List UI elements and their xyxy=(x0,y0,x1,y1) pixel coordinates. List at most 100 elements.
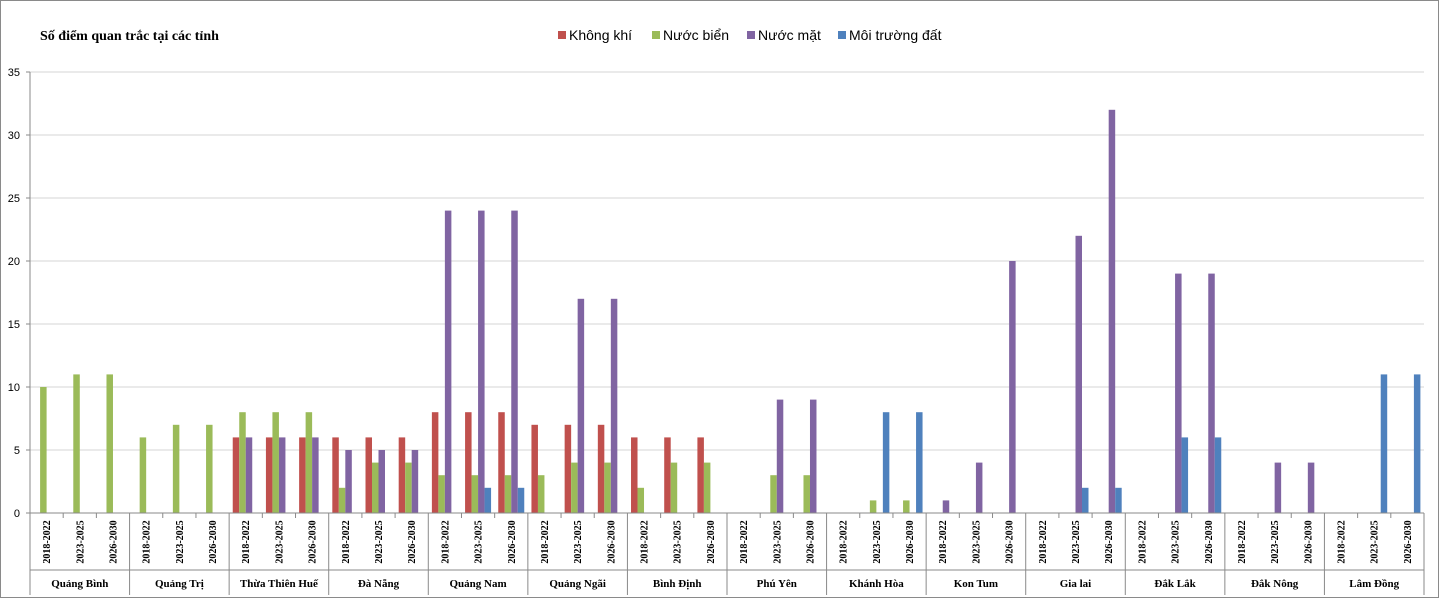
bar xyxy=(172,424,180,513)
period-label: 2026-2030 xyxy=(407,520,418,563)
bar xyxy=(916,412,923,513)
bar xyxy=(1108,109,1116,514)
y-tick-label: 0 xyxy=(14,508,20,520)
bar xyxy=(531,424,538,513)
bar xyxy=(332,437,339,513)
gridlines xyxy=(30,71,1424,451)
province-label: Đắk Nông xyxy=(1251,578,1299,590)
bar xyxy=(139,437,147,513)
bar xyxy=(1307,462,1315,513)
bar xyxy=(405,462,412,513)
bar xyxy=(73,374,80,513)
legend-label: Nước biển xyxy=(663,27,729,43)
y-tick-label: 25 xyxy=(8,193,20,205)
period-label: 2023-2025 xyxy=(274,520,285,563)
bar xyxy=(1075,235,1082,514)
y-axis: 0 5 10 15 20 25 30 35 xyxy=(8,67,31,520)
period-label: 2023-2025 xyxy=(374,520,385,563)
bar xyxy=(40,387,47,513)
bar xyxy=(511,210,518,513)
x-axis: 2018-2022 2023-2025 2026-2030 Quảng Bình 201… xyxy=(29,512,1425,595)
bar xyxy=(942,500,950,513)
province-label: Kon Tum xyxy=(954,578,998,590)
bar xyxy=(478,210,485,513)
bar xyxy=(1115,487,1122,513)
bar xyxy=(438,475,445,513)
period-label: 2018-2022 xyxy=(739,520,750,563)
chart-title: Số điểm quan trắc tại các tỉnh xyxy=(40,29,219,44)
bar xyxy=(106,374,113,513)
period-label: 2018-2022 xyxy=(341,520,352,563)
period-label: 2018-2022 xyxy=(938,520,949,563)
province-label: Quảng Trị xyxy=(155,578,204,590)
y-tick-label: 20 xyxy=(8,256,20,268)
bar xyxy=(776,399,784,513)
bar xyxy=(803,475,810,513)
bar xyxy=(312,437,319,513)
bar xyxy=(869,500,877,513)
period-label: 2023-2025 xyxy=(1171,520,1182,563)
province-label: Đắk Lắk xyxy=(1154,578,1196,590)
bar xyxy=(975,462,983,513)
period-label: 2026-2030 xyxy=(1403,520,1414,563)
legend-label: Môi trường đất xyxy=(849,27,942,43)
bar xyxy=(372,462,379,513)
bar xyxy=(206,424,213,513)
period-label: 2018-2022 xyxy=(1137,520,1148,563)
province-label: Quảng Nam xyxy=(449,578,506,590)
bar xyxy=(365,437,372,513)
bar xyxy=(670,462,678,513)
bar xyxy=(484,487,492,513)
province-label: Đà Nẵng xyxy=(358,578,400,590)
period-label: 2018-2022 xyxy=(640,520,651,563)
period-label: 2023-2025 xyxy=(573,520,584,563)
bar xyxy=(431,412,439,513)
province-label: Phú Yên xyxy=(757,578,797,590)
period-label: 2018-2022 xyxy=(142,520,153,563)
bar xyxy=(809,399,817,513)
bar xyxy=(444,210,452,513)
legend-swatch xyxy=(838,31,846,39)
bar xyxy=(471,475,479,513)
bar xyxy=(1082,487,1089,513)
period-label: 2023-2025 xyxy=(971,520,982,563)
bar xyxy=(537,475,545,513)
province-label: Quảng Ngãi xyxy=(549,578,606,590)
bar xyxy=(398,437,406,513)
bar xyxy=(1175,273,1182,513)
bar xyxy=(564,424,572,513)
period-label: 2023-2025 xyxy=(1270,520,1281,563)
bar xyxy=(1009,261,1016,513)
period-label: 2026-2030 xyxy=(1303,520,1314,563)
bar xyxy=(232,437,240,513)
bars xyxy=(40,109,1421,514)
bar xyxy=(577,298,585,513)
bar xyxy=(1413,374,1421,513)
bar xyxy=(610,298,618,513)
province-label: Quảng Bình xyxy=(51,578,108,590)
period-label: 2026-2030 xyxy=(208,520,219,563)
period-label: 2026-2030 xyxy=(706,520,717,563)
bar xyxy=(770,475,777,513)
period-label: 2023-2025 xyxy=(474,520,485,563)
period-label: 2023-2025 xyxy=(872,520,883,563)
province-label: Gia lai xyxy=(1060,578,1091,590)
bar xyxy=(1274,462,1282,513)
period-label: 2023-2025 xyxy=(772,520,783,563)
period-label: 2018-2022 xyxy=(540,520,551,563)
period-label: 2023-2025 xyxy=(75,520,86,563)
bar xyxy=(597,424,605,513)
bar xyxy=(1208,273,1215,513)
bar xyxy=(305,412,313,513)
y-tick-label: 30 xyxy=(8,130,20,142)
bar xyxy=(345,450,352,513)
period-label: 2018-2022 xyxy=(241,520,252,563)
y-tick-label: 15 xyxy=(8,319,20,331)
period-label: 2026-2030 xyxy=(1104,520,1115,563)
period-label: 2018-2022 xyxy=(1237,520,1248,563)
period-label: 2023-2025 xyxy=(673,520,684,563)
bar xyxy=(571,462,578,513)
period-label: 2023-2025 xyxy=(1071,520,1082,563)
bar xyxy=(882,412,890,513)
bar xyxy=(498,412,505,513)
